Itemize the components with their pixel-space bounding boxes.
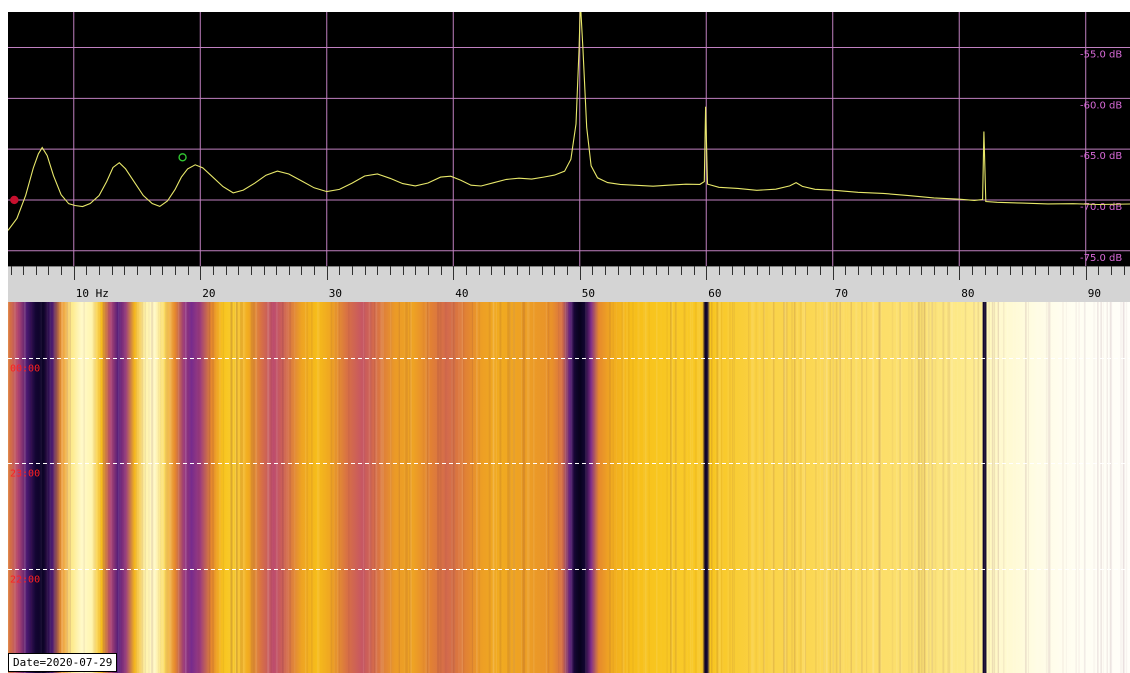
x-tick-label: 60 <box>708 287 721 300</box>
waterfall-spectrogram[interactable]: 00:00 23:00 22:00 <box>8 302 1130 673</box>
y-tick-label: -65.0 dB <box>1080 151 1122 162</box>
x-tick-label: 90 <box>1088 287 1101 300</box>
x-tick-label: 10 Hz <box>76 287 109 300</box>
time-marker-label: 00:00 <box>10 364 40 375</box>
waterfall-heatmap <box>8 302 1130 673</box>
spectrum-plot[interactable]: -55.0 dB -60.0 dB -65.0 dB -70.0 dB -75.0 dB <box>8 12 1130 266</box>
time-marker-label: 23:00 <box>10 469 40 480</box>
time-marker-label: 22:00 <box>10 575 40 586</box>
y-tick-label: -60.0 dB <box>1080 100 1122 111</box>
x-tick-label: 80 <box>961 287 974 300</box>
x-tick-label: 40 <box>455 287 468 300</box>
spectrum-svg: -55.0 dB -60.0 dB -65.0 dB -70.0 dB -75.0 dB <box>8 12 1130 266</box>
spectrum-line <box>8 12 1130 231</box>
spectrum-marker <box>10 195 19 205</box>
frequency-ruler-svg: 10 Hz 20 30 40 50 60 70 80 90 <box>8 266 1130 300</box>
x-tick-label: 20 <box>202 287 215 300</box>
spectrum-marker <box>178 153 187 162</box>
date-label: Date=2020-07-29 <box>8 653 118 672</box>
y-tick-label: -70.0 dB <box>1080 202 1122 213</box>
waterfall-texture <box>8 302 1128 673</box>
x-tick-label: 30 <box>329 287 342 300</box>
x-tick-label: 50 <box>582 287 595 300</box>
y-tick-label: -75.0 dB <box>1080 253 1122 264</box>
y-tick-label: -55.0 dB <box>1080 50 1122 61</box>
waterfall-svg: 00:00 23:00 22:00 <box>8 302 1130 673</box>
x-tick-label: 70 <box>835 287 848 300</box>
frequency-ruler[interactable]: 10 Hz 20 30 40 50 60 70 80 90 <box>8 266 1130 302</box>
